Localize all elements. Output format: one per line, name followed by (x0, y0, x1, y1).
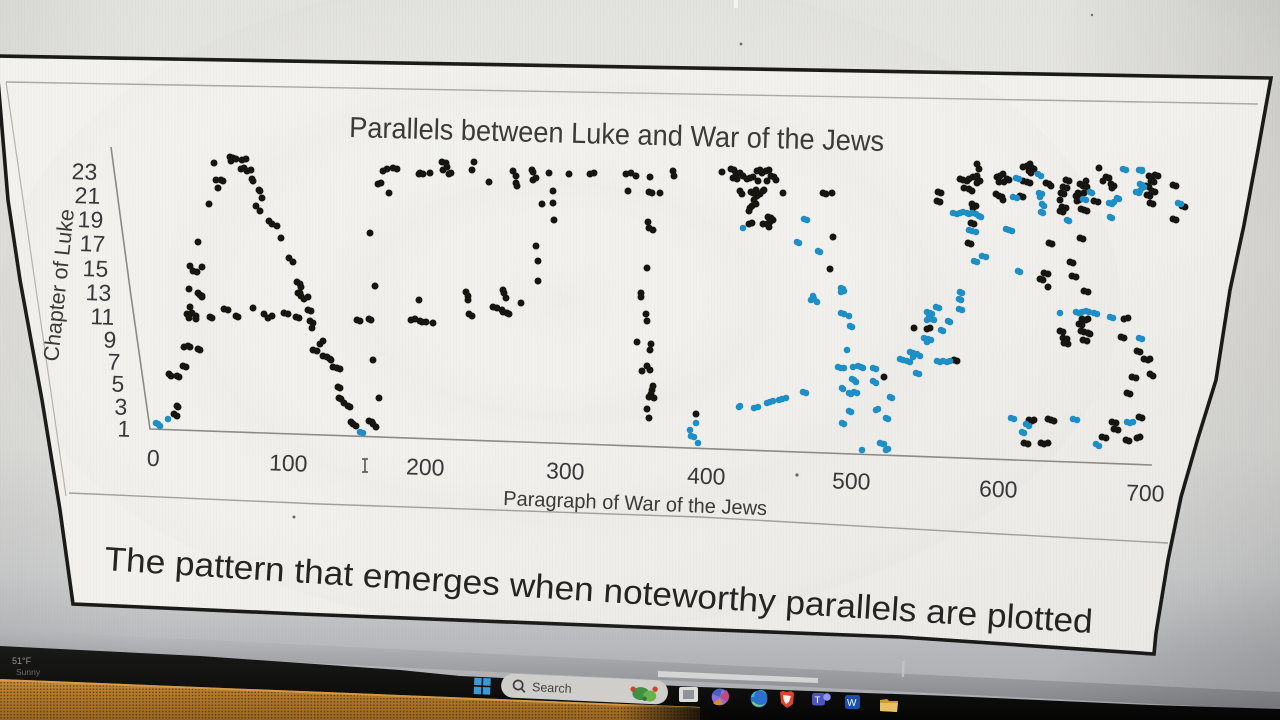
svg-text:11: 11 (90, 303, 115, 330)
svg-text:W: W (847, 698, 857, 709)
svg-text:19: 19 (77, 206, 103, 233)
svg-text:400: 400 (687, 462, 726, 489)
svg-text:600: 600 (979, 475, 1018, 502)
svg-text:200: 200 (406, 453, 445, 480)
svg-text:3: 3 (114, 394, 128, 420)
svg-text:Sunny: Sunny (16, 667, 41, 677)
svg-text:5: 5 (111, 371, 125, 397)
svg-text:17: 17 (79, 230, 105, 257)
svg-text:300: 300 (546, 457, 585, 484)
svg-text:23: 23 (71, 158, 97, 185)
svg-text:100: 100 (269, 449, 308, 476)
svg-text:500: 500 (832, 467, 871, 494)
svg-text:Search: Search (532, 680, 572, 696)
svg-text:51°F: 51°F (12, 656, 32, 666)
svg-text:15: 15 (82, 255, 108, 282)
svg-text:9: 9 (103, 327, 117, 353)
svg-text:1: 1 (117, 416, 131, 442)
svg-text:T: T (815, 695, 821, 706)
svg-text:7: 7 (107, 349, 121, 375)
svg-text:0: 0 (146, 445, 160, 471)
svg-text:13: 13 (85, 279, 111, 306)
svg-text:21: 21 (74, 182, 100, 209)
svg-text:700: 700 (1126, 479, 1165, 506)
